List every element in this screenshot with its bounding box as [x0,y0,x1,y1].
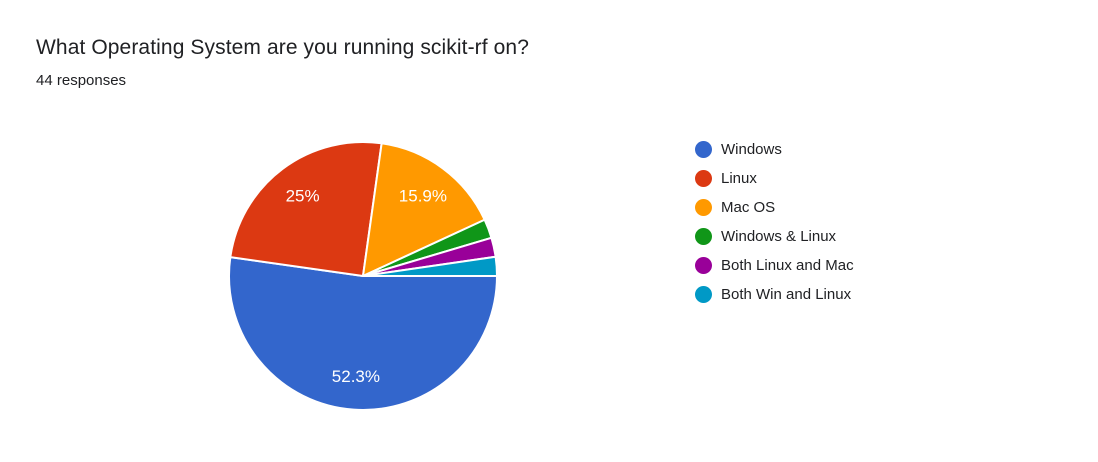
pie-slice-both-win-and-linux[interactable] [362,255,499,277]
pie-slice-label: 25% [286,187,320,206]
legend-item-both-win-and-linux: Both Win and Linux [695,285,854,303]
pie-slice-windows[interactable] [228,256,498,411]
legend-swatch-both-win-and-linux [695,285,712,303]
page-title: What Operating System are you running sc… [36,36,529,59]
legend-label: Windows [721,140,782,158]
legend-item-both-linux-and-mac: Both Linux and Mac [695,256,854,274]
legend-item-linux: Linux [695,169,854,187]
response-count: 44 responses [36,72,127,89]
legend: Windows Linux Mac OS Windows & Linux Bot… [695,140,854,314]
legend-swatch-windows-and-linux [695,227,712,245]
pie-chart: 52.3% 25% 15.9% [228,140,499,411]
legend-label: Linux [721,169,757,187]
pie-slice-label: 15.9% [399,186,447,205]
pie-slice-linux[interactable] [229,140,383,277]
legend-swatch-linux [695,169,712,187]
pie-slice-label: 52.3% [332,367,380,386]
legend-label: Windows & Linux [721,227,837,245]
legend-swatch-windows [695,140,712,158]
legend-item-windows: Windows [695,140,854,158]
legend-item-mac-os: Mac OS [695,198,854,216]
legend-item-windows-and-linux: Windows & Linux [695,227,854,245]
legend-swatch-mac-os [695,198,712,216]
legend-swatch-both-linux-and-mac [695,256,712,274]
legend-label: Both Win and Linux [721,285,852,303]
pie-slice-mac-os[interactable] [362,142,486,277]
legend-label: Mac OS [721,198,776,216]
legend-label: Both Linux and Mac [721,256,854,274]
